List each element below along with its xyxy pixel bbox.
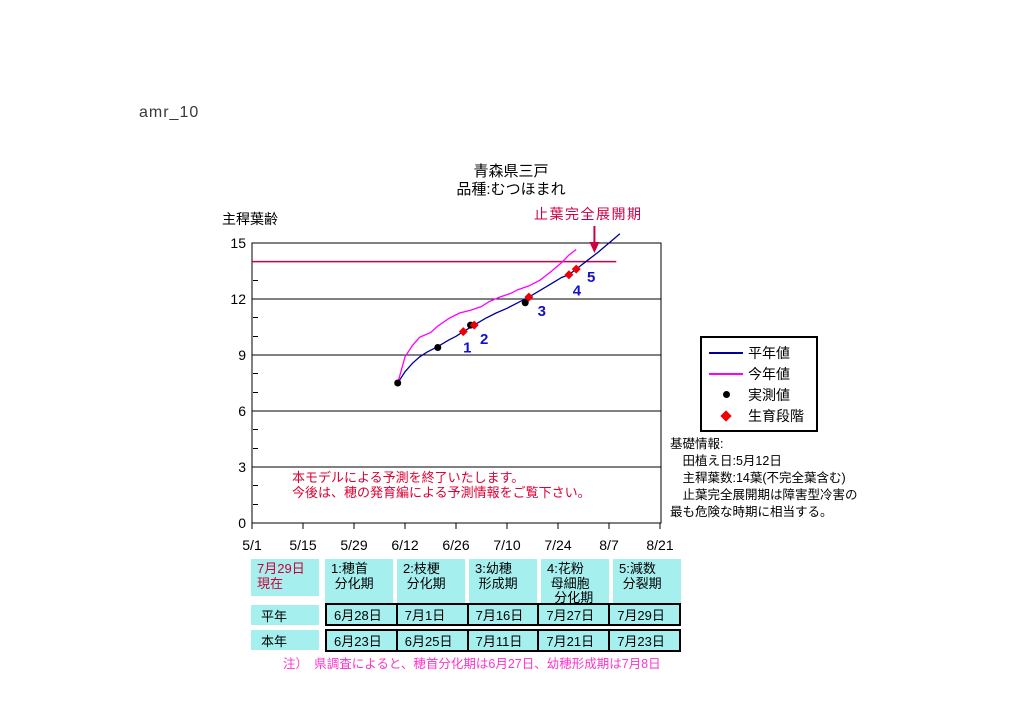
observed-point <box>394 379 402 387</box>
table-cell: 7月11日 <box>466 631 538 650</box>
x-tick-label: 7/10 <box>493 537 520 553</box>
y-tick-label: 12 <box>230 291 246 307</box>
stage-number-label: 2 <box>480 331 488 348</box>
forecast-end-message-line1: 本モデルによる予測を終了いたします。 <box>292 470 525 485</box>
table-cell: 6月28日 <box>334 608 382 623</box>
legend-item-jissoku: 実測値 <box>704 384 816 405</box>
table-row-heinen: 6月28日 7月1日 7月16日 7月27日 7月29日 <box>325 603 681 626</box>
y-axis-label: 主稈葉齢 <box>222 211 278 227</box>
legend-label: 生育段階 <box>748 407 804 424</box>
table-cell: 7月27日 <box>537 605 608 624</box>
red-diamond-swatch <box>704 409 748 422</box>
row-label-heinen: 平年 <box>251 605 319 625</box>
table-cell: 6月23日 <box>334 634 382 649</box>
forecast-end-message-line2: 今後は、穂の発育編による予測情報をご覧下さい。 <box>292 485 591 500</box>
table-cell: 7月23日 <box>608 631 679 650</box>
table-header-stage-3: 3:幼穂 形成期 <box>469 559 537 603</box>
stage-point <box>524 292 534 302</box>
x-tick-label: 7/24 <box>544 537 571 553</box>
legend-label: 平年値 <box>748 344 790 361</box>
y-tick-label: 3 <box>238 459 246 475</box>
survey-footnote: 注） 県調査によると、穂首分化期は6月27日、幼穂形成期は7月8日 <box>283 657 661 671</box>
series-heinen <box>397 233 621 384</box>
stage-point <box>564 270 574 280</box>
chart-title-box: 青森県三戸 品種:むつほまれ <box>391 163 631 199</box>
stage-number-label: 1 <box>463 340 471 357</box>
y-tick-label: 6 <box>238 403 246 419</box>
legend-item-seiiku: 生育段階 <box>704 405 816 426</box>
x-tick-label: 5/1 <box>242 537 262 553</box>
table-row-honnen: 6月23日 6月25日 7月11日 7月21日 7月23日 <box>325 629 681 652</box>
series-konen <box>397 248 577 384</box>
table-header-stage-5: 5:減数 分裂期 <box>613 559 681 603</box>
row-label-honnen: 本年 <box>251 630 319 650</box>
blue-line-swatch <box>704 351 748 354</box>
report-tag: amr_10 <box>139 104 200 121</box>
x-tick-label: 8/21 <box>646 537 673 553</box>
table-cell: 6月25日 <box>395 631 467 650</box>
x-tick-label: 6/12 <box>391 537 418 553</box>
legend-item-heinen: 平年値 <box>704 342 816 363</box>
stage-number-label: 5 <box>587 269 595 286</box>
table-cell: 7月16日 <box>466 605 538 624</box>
magenta-line-swatch <box>704 372 748 375</box>
forecast-end-message: 本モデルによる予測を終了いたします。 今後は、穂の発育編による予測情報をご覧下さ… <box>292 470 591 500</box>
observed-point <box>434 344 442 352</box>
annotation-arrow-head <box>589 242 600 253</box>
basic-info-text: 基礎情報: 田植え日:5月12日 主稈葉数:14葉(不完全葉含む) 止葉完全展開… <box>670 437 858 519</box>
stage-point <box>571 264 581 274</box>
chart-subtitle: 品種:むつほまれ <box>456 181 566 198</box>
table-header-stage-1: 1:穂首 分化期 <box>325 559 393 603</box>
x-tick-label: 5/15 <box>289 537 316 553</box>
table-cell: 7月29日 <box>608 605 679 624</box>
legend-label: 実測値 <box>748 386 790 403</box>
table-header-current-date: 7月29日 現在 <box>251 559 319 596</box>
table-header-stage-2: 2:枝梗 分化期 <box>397 559 465 603</box>
x-tick-label: 5/29 <box>340 537 367 553</box>
legend-label: 今年値 <box>748 365 790 382</box>
x-tick-label: 6/26 <box>442 537 469 553</box>
y-tick-label: 9 <box>238 347 246 363</box>
flag-leaf-annotation: 止葉完全展開期 <box>534 206 643 222</box>
table-header-stage-4: 4:花粉 母細胞 分化期 <box>541 559 609 605</box>
x-tick-label: 8/7 <box>599 537 619 553</box>
stage-point <box>458 327 468 337</box>
stage-number-label: 3 <box>538 303 546 320</box>
y-tick-label: 15 <box>230 235 246 251</box>
legend-item-konen: 今年値 <box>704 363 816 384</box>
table-cell: 7月21日 <box>537 631 608 650</box>
table-cell: 7月1日 <box>395 605 467 624</box>
legend: 平年値 今年値 実測値 生育段階 <box>700 336 818 432</box>
stage-point <box>469 320 479 330</box>
stage-number-label: 4 <box>573 283 582 300</box>
black-dot-swatch <box>704 391 748 398</box>
y-tick-label: 0 <box>238 515 246 531</box>
observed-point <box>521 299 529 307</box>
chart-title: 青森県三戸 <box>473 163 549 180</box>
